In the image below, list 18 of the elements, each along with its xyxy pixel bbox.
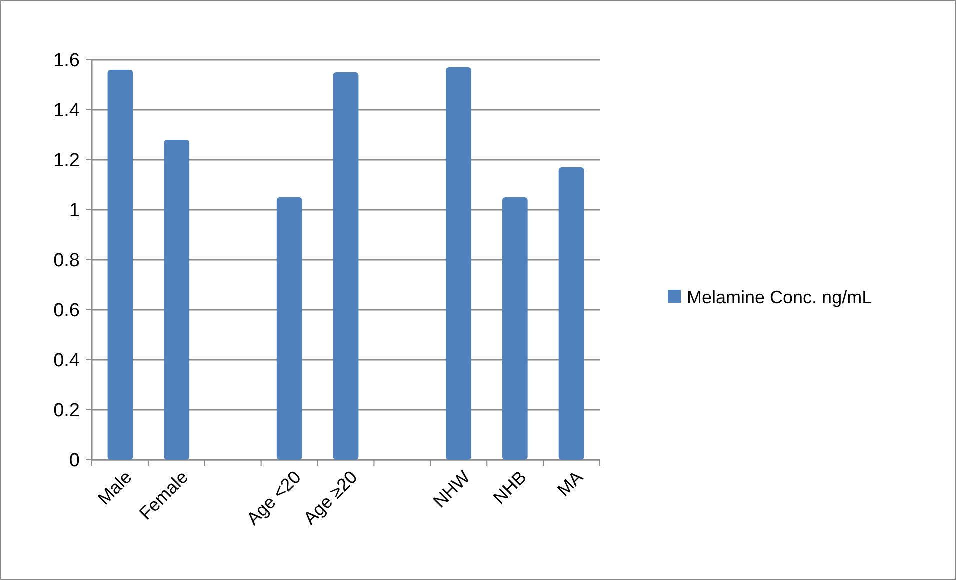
y-tick-label: 0.6 (54, 300, 80, 322)
y-tick-label: 1 (69, 200, 80, 222)
bar (558, 168, 584, 460)
y-tick-label: 0.4 (54, 350, 80, 372)
bar (108, 70, 134, 460)
y-tick-label: 0.2 (54, 400, 80, 422)
bar (276, 198, 302, 460)
bar (502, 198, 528, 460)
y-tick-label: 0 (69, 450, 80, 472)
y-tick-label: 0.8 (54, 250, 80, 272)
bar (446, 68, 472, 460)
y-tick-label: 1.6 (54, 50, 80, 72)
bar (333, 72, 359, 460)
x-tick-label: MA (554, 467, 587, 500)
legend-label: Melamine Conc. ng/mL (687, 287, 872, 308)
bar (164, 140, 190, 460)
y-tick-label: 1.4 (54, 100, 80, 122)
y-tick-label: 1.2 (54, 150, 80, 172)
